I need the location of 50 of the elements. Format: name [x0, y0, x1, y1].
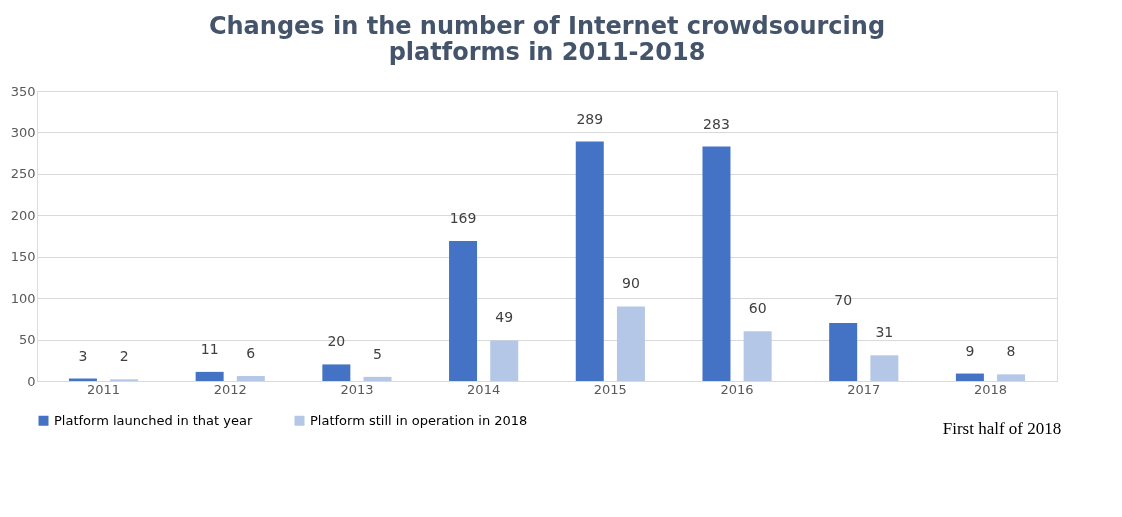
x-tick-label: 2014	[467, 381, 501, 397]
y-tick-label: 300	[10, 124, 36, 140]
data-label: 9	[965, 342, 975, 359]
x-tick-label: 2018	[973, 381, 1008, 397]
x-tick-label: 2013	[340, 381, 374, 397]
bar	[829, 323, 858, 381]
data-label: 8	[1006, 343, 1016, 360]
x-tick-label: 2016	[720, 381, 754, 397]
data-label: 2	[119, 348, 129, 365]
data-label: 11	[200, 340, 219, 357]
x-tick-label: 2012	[213, 381, 247, 397]
bar	[490, 340, 519, 381]
bar	[743, 331, 772, 381]
y-tick-label: 50	[18, 332, 36, 348]
data-label: 5	[373, 345, 382, 362]
data-label: 70	[834, 292, 853, 308]
y-tick-label: 150	[10, 249, 36, 265]
bar	[997, 374, 1026, 381]
bar	[195, 371, 224, 381]
data-label: 49	[495, 309, 514, 326]
data-label: 90	[622, 275, 640, 292]
data-label: 3	[78, 347, 88, 364]
bar	[575, 141, 604, 381]
data-label: 289	[576, 110, 604, 127]
bar	[236, 376, 265, 381]
data-label: 169	[449, 209, 477, 226]
bar	[363, 376, 392, 381]
x-tick-label: 2017	[847, 381, 881, 397]
legend-label: Platform launched in that year	[54, 412, 253, 428]
y-tick-label: 250	[10, 166, 36, 182]
text: First half of 2018	[942, 419, 1062, 438]
bar	[449, 240, 478, 381]
data-label: 6	[246, 345, 256, 362]
bar	[322, 364, 351, 381]
y-tick-label: 350	[10, 83, 36, 99]
y-tick-label: 200	[10, 207, 36, 223]
data-label: 283	[703, 115, 730, 132]
x-tick-label: 2015	[593, 381, 627, 397]
bar	[870, 355, 899, 381]
data-label: 60	[748, 300, 767, 317]
data-label: 31	[875, 324, 894, 341]
x-tick-label: 2011	[86, 381, 121, 397]
bar	[702, 146, 731, 381]
data-label: 20	[327, 333, 346, 350]
y-tick-label: 0	[27, 373, 36, 389]
bar	[955, 373, 984, 381]
y-tick-label: 100	[10, 290, 36, 306]
bar	[616, 306, 645, 381]
legend-label: Platform still in operation in 2018	[310, 412, 528, 428]
chart-title: Changes in the number of Internet crowdsourcing platforms in 2011-2018	[208, 12, 886, 66]
